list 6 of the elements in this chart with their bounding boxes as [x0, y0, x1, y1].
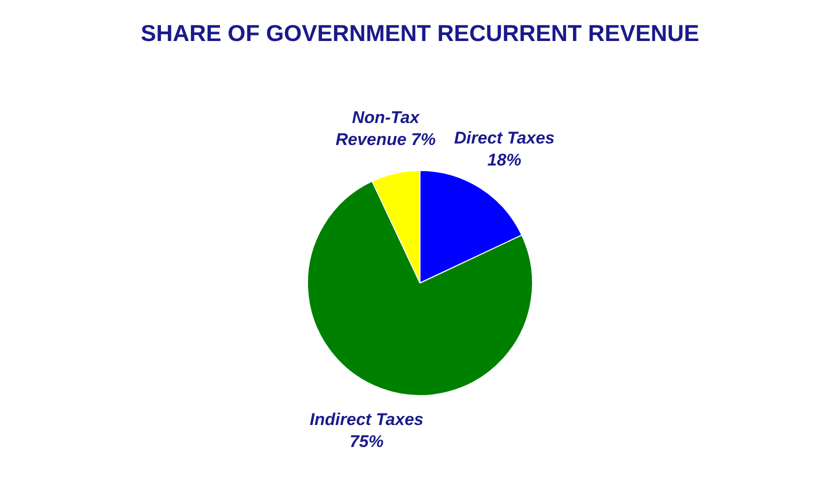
chart-title: SHARE OF GOVERNMENT RECURRENT REVENUE [140, 20, 700, 47]
data-label: 18% [487, 150, 522, 170]
slice-label: Direct Taxes [454, 128, 555, 148]
slice-label: Indirect Taxes [310, 410, 424, 429]
slice-label: Non-Tax Revenue 7% [336, 108, 436, 149]
data-label: 75% [350, 432, 384, 451]
